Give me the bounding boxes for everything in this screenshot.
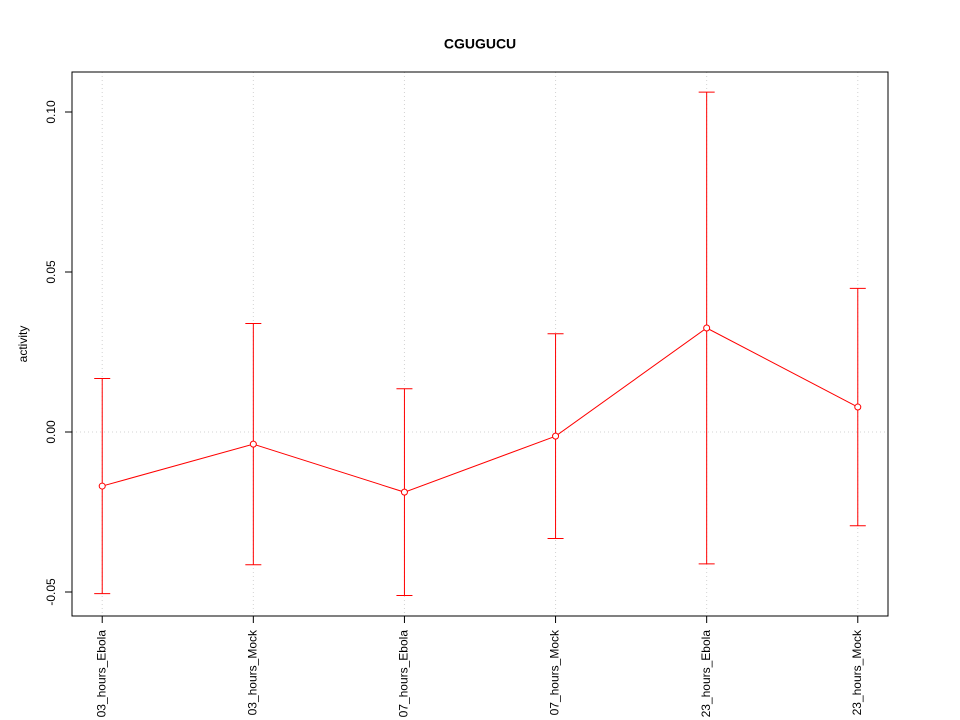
- x-tick-label: 07_hours_Mock: [548, 629, 562, 715]
- x-tick-label: 23_hours_Mock: [850, 629, 864, 715]
- y-axis-label: activity: [16, 326, 30, 363]
- plot-frame: [71, 71, 889, 617]
- chart-title: CGUGUCU: [444, 36, 516, 52]
- point: [98, 482, 106, 490]
- y-tick-label: 0.05: [44, 260, 58, 284]
- y-tick-label: 0.10: [44, 100, 58, 124]
- x-tick-label: 03_hours_Ebola: [94, 630, 108, 718]
- x-tick-label: 07_hours_Ebola: [397, 630, 411, 718]
- point: [400, 488, 408, 496]
- x-tick-label: 23_hours_Ebola: [699, 630, 713, 718]
- y-tick-label: -0.05: [44, 578, 58, 606]
- line: [102, 327, 859, 493]
- y-tick-label: 0.00: [44, 420, 58, 444]
- point: [703, 324, 711, 332]
- point: [552, 432, 560, 440]
- point: [249, 440, 257, 448]
- x-tick-label: 03_hours_Mock: [246, 629, 260, 715]
- point: [854, 403, 862, 411]
